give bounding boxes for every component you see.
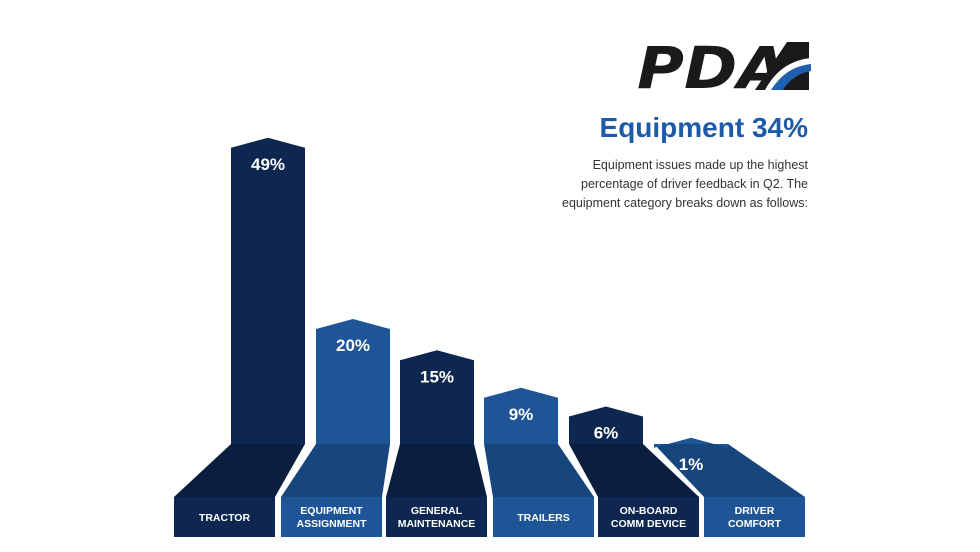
category-label: DRIVER: [735, 505, 775, 517]
bar-plinth: [386, 497, 487, 537]
category-label: ASSIGNMENT: [296, 518, 367, 530]
bar-value-label: 20%: [336, 336, 370, 355]
bar-foot: [654, 444, 805, 497]
bar-plinth: [174, 497, 275, 537]
category-label: EQUIPMENT: [300, 505, 363, 517]
bar-plinth: [493, 497, 594, 537]
bar: [316, 319, 390, 444]
bar-foot: [484, 444, 594, 497]
category-label: COMM DEVICE: [611, 518, 686, 530]
bar-value-label: 9%: [509, 405, 534, 424]
bar-plinth: [281, 497, 382, 537]
pda-logo: PDA: [637, 38, 811, 94]
bar: [400, 350, 474, 444]
bar-foot: [281, 444, 390, 497]
category-label: TRAILERS: [517, 512, 570, 524]
category-label: TRACTOR: [199, 512, 251, 524]
bar: [484, 387, 558, 444]
category-label: GENERAL: [411, 505, 463, 517]
logo-swoosh: [771, 64, 811, 90]
page-title: Equipment 34%: [599, 112, 808, 143]
bar: [654, 437, 728, 448]
bar: [569, 406, 643, 444]
bar: [231, 137, 305, 444]
chart-description: Equipment issues made up the highest per…: [562, 158, 808, 210]
bar-value-label: 49%: [251, 155, 285, 174]
bar-plinth: [704, 497, 805, 537]
bar-value-label: 15%: [420, 367, 454, 386]
bar-value-label: 6%: [594, 424, 619, 443]
bar-foot: [174, 444, 305, 497]
bar-value-label: 1%: [679, 455, 704, 474]
category-label: MAINTENANCE: [398, 518, 476, 530]
bar-foot: [386, 444, 487, 497]
bar-foot: [569, 444, 699, 497]
category-label: ON-BOARD: [620, 505, 678, 517]
bar-plinth: [598, 497, 699, 537]
category-label: COMFORT: [728, 518, 782, 530]
